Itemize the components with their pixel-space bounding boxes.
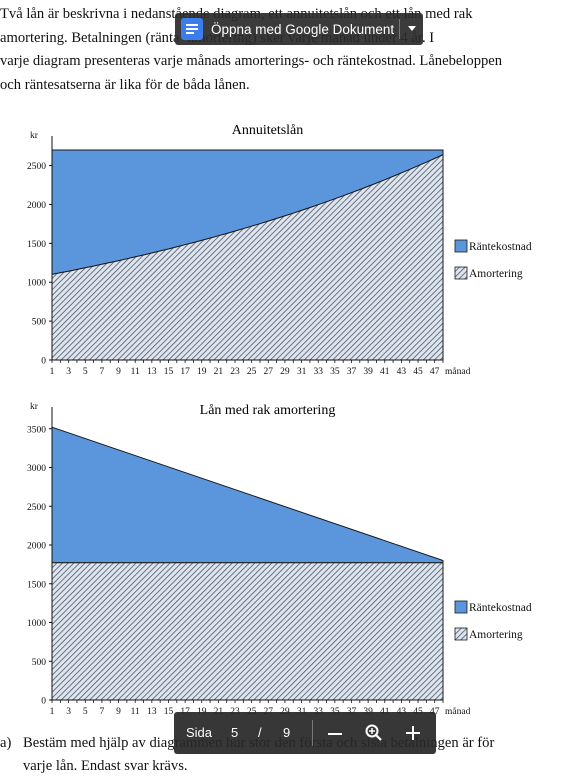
legend-swatch-rantekostnad [454, 239, 468, 253]
x-tick-label: 15 [164, 367, 174, 377]
legend-label-rantekostnad: Räntekostnad [469, 241, 532, 253]
question-label: a) [0, 735, 12, 751]
annuity-chart: Annuitetslån 0 500 1000 1500 2000 2500 kr 1 3 5 7 9 1… [0, 115, 571, 383]
x-tick-label: 3 [66, 367, 71, 377]
y-axis-label: kr [30, 131, 39, 141]
minus-icon[interactable] [326, 725, 344, 743]
x-tick-label: 7 [100, 707, 105, 717]
x-tick-label: 1 [50, 367, 55, 377]
plus-icon[interactable] [404, 724, 422, 742]
x-tick-label: 21 [214, 367, 224, 377]
x-axis-label: månad [445, 366, 471, 377]
open-with-label: Öppna med Google Dokument [211, 21, 395, 37]
x-tick-label: 7 [100, 367, 105, 377]
google-docs-icon [181, 18, 203, 40]
y-tick-label: 500 [32, 318, 47, 328]
x-tick-label: 37 [347, 367, 357, 377]
chart-title: Lån med rak amortering [200, 403, 336, 418]
x-tick-label: 11 [131, 707, 140, 717]
y-tick-label: 2500 [27, 503, 46, 513]
x-tick-label: 27 [264, 367, 274, 377]
open-with-google-docs-button[interactable]: Öppna med Google Dokument [175, 13, 423, 45]
y-tick-label: 1000 [27, 279, 46, 289]
straight-amortization-chart: Lån med rak amortering 0 500 1000 1500 2000 25… [0, 393, 571, 723]
x-tick-label: 47 [430, 367, 440, 377]
x-tick-label: 5 [83, 707, 88, 717]
pager-divider [312, 720, 313, 746]
x-tick-label: 13 [147, 367, 157, 377]
legend-swatch-amortering [454, 627, 468, 641]
x-tick-label: 41 [380, 367, 390, 377]
x-tick-label: 9 [116, 367, 121, 377]
total-pages: 9 [283, 725, 291, 740]
series-amortering-area [51, 153, 444, 361]
y-tick-label: 0 [41, 357, 46, 367]
x-tick-label: 45 [413, 367, 423, 377]
x-tick-label: 9 [116, 707, 121, 717]
paragraph-line: och räntesatserna är lika för de båda lå… [0, 76, 250, 93]
x-axis-label: månad [445, 706, 471, 717]
legend-label-amortering: Amortering [469, 268, 523, 280]
magnifier-icon[interactable] [364, 723, 384, 743]
y-tick-label: 3000 [27, 464, 46, 474]
x-tick-label: 23 [230, 367, 240, 377]
x-tick-label: 29 [280, 367, 290, 377]
legend-label-amortering: Amortering [469, 629, 523, 641]
y-tick-label: 0 [41, 697, 46, 707]
y-tick-label: 1500 [27, 580, 46, 590]
x-tick-label: 5 [83, 367, 88, 377]
current-page[interactable]: 5 [231, 725, 239, 740]
legend-swatch-amortering [454, 266, 468, 280]
button-divider [399, 19, 400, 39]
x-tick-label: 35 [330, 367, 340, 377]
page-label: Sida [186, 725, 213, 740]
legend-swatch-rantekostnad [454, 600, 468, 614]
y-tick-label: 2000 [27, 201, 46, 211]
series-rantekostnad-area [51, 426, 444, 564]
y-axis-label: kr [30, 402, 39, 412]
straight-chart-svg: Lån med rak amortering 0 500 1000 1500 2000 25… [27, 402, 532, 717]
x-tick-label: 1 [50, 707, 55, 717]
page-separator: / [258, 725, 262, 740]
y-tick-label: 500 [32, 658, 47, 668]
x-tick-label: 33 [313, 367, 323, 377]
x-tick-label: 43 [397, 367, 407, 377]
page-navigation-bar: Sida 5 / 9 [174, 712, 436, 754]
x-tick-label: 17 [180, 367, 190, 377]
x-tick-label: 39 [363, 367, 373, 377]
y-tick-label: 2500 [27, 162, 46, 172]
chart-title: Annuitetslån [232, 123, 304, 138]
y-tick-label: 2000 [27, 542, 46, 552]
x-tick-label: 19 [197, 367, 207, 377]
y-tick-label: 3500 [27, 425, 46, 435]
y-tick-label: 1000 [27, 619, 46, 629]
series-amortering-area [51, 562, 444, 701]
x-tick-label: 13 [147, 707, 157, 717]
y-tick-label: 1500 [27, 240, 46, 250]
x-tick-label: 3 [66, 707, 71, 717]
x-tick-label: 25 [247, 367, 257, 377]
caret-down-icon[interactable] [406, 22, 418, 34]
x-tick-label: 11 [131, 367, 140, 377]
x-tick-label: 31 [297, 367, 307, 377]
legend-label-rantekostnad: Räntekostnad [469, 602, 532, 614]
x-tick-label: 15 [164, 707, 174, 717]
paragraph-line: varje diagram presenteras varje månads a… [0, 53, 503, 70]
